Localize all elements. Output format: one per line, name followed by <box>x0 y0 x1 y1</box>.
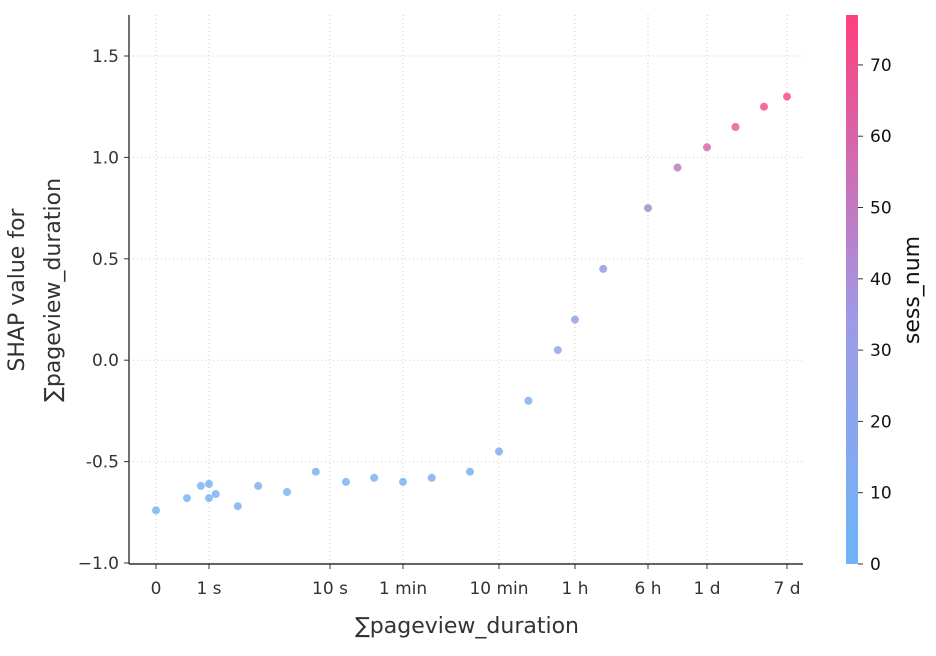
colorbar-tick-label: 70 <box>870 56 892 76</box>
colorbar-ticks: 0 10 20 30 40 50 60 70 <box>858 56 892 575</box>
colorbar-tick-label: 40 <box>870 270 892 290</box>
x-tick-label: 1 d <box>693 579 720 599</box>
x-tick-label: 7 d <box>773 579 800 599</box>
scatter-point <box>673 163 682 172</box>
scatter-point <box>731 123 740 131</box>
scatter-point <box>783 92 791 101</box>
scatter-point <box>703 143 711 152</box>
colorbar-tick-label: 50 <box>870 199 892 219</box>
colorbar-title: sess_num <box>900 236 925 344</box>
colorbar-tick-label: 10 <box>870 484 892 504</box>
scatter-point <box>311 467 320 476</box>
y-tick-label: 0.0 <box>92 351 119 371</box>
scatter-point <box>466 467 474 476</box>
scatter-point <box>760 102 768 111</box>
x-tick-label: 10 min <box>469 579 528 599</box>
scatter-point <box>211 490 220 498</box>
x-tick-label: 0 <box>151 579 162 599</box>
y-tick-label: 0.5 <box>92 250 119 270</box>
scatter-point <box>254 481 263 490</box>
x-tick-label: 6 h <box>635 579 662 599</box>
scatter-point <box>524 396 533 405</box>
x-tick-label: 10 s <box>312 579 348 599</box>
scatter-point <box>283 488 291 496</box>
scatter-point <box>553 346 562 355</box>
scatter-point <box>370 473 379 482</box>
scatter-points <box>152 92 791 515</box>
scatter-point <box>183 494 191 503</box>
scatter-point <box>205 479 213 488</box>
x-tick-label: 1 h <box>562 579 589 599</box>
scatter-point <box>427 473 436 482</box>
colorbar <box>846 15 858 564</box>
scatter-point <box>233 502 242 511</box>
scatter-point <box>205 494 213 503</box>
y-tick-label: 1.0 <box>92 148 119 168</box>
y-tick-label: -0.5 <box>86 453 119 473</box>
colorbar-tick-label: 60 <box>870 127 892 147</box>
scatter-point <box>599 264 608 273</box>
y-tick-label: −1.0 <box>78 554 119 574</box>
x-tick-label: 1 s <box>196 579 221 599</box>
scatter-point <box>399 477 407 486</box>
x-axis-title: ∑pageview_duration <box>355 614 579 639</box>
colorbar-tick-label: 20 <box>870 412 892 432</box>
scatter-point <box>571 315 579 324</box>
scatter-point <box>152 506 160 515</box>
x-axis-ticks: 0 1 s 10 s 1 min 10 min 1 h 6 h 1 d 7 d <box>151 564 801 599</box>
scatter-point <box>196 481 205 490</box>
colorbar-tick-label: 0 <box>870 555 881 575</box>
y-axis-title-line1: SHAP value for <box>5 207 30 371</box>
y-axis-title-line2: ∑pageview_duration <box>41 178 66 402</box>
scatter-point <box>342 477 350 486</box>
scatter-point <box>644 204 652 213</box>
grid <box>129 15 803 564</box>
scatter-point <box>495 447 503 456</box>
colorbar-tick-label: 30 <box>870 341 892 361</box>
y-axis-ticks: 1.5 1.0 0.5 0.0 -0.5 −1.0 <box>78 47 129 574</box>
x-tick-label: 1 min <box>379 579 427 599</box>
y-tick-label: 1.5 <box>92 47 119 67</box>
